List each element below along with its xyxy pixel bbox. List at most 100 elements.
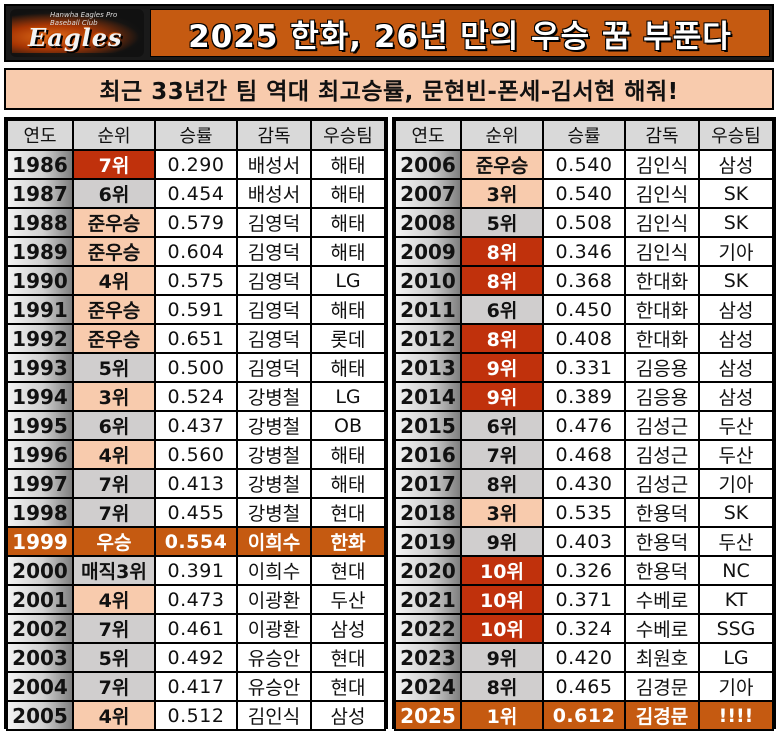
year-cell: 2010 [396,267,460,294]
rank-cell: 3위 [74,383,154,410]
year-cell: 2007 [396,180,460,207]
flame-graphic [12,13,140,53]
win-pct-cell: 0.437 [156,412,236,439]
year-cell: 1993 [8,354,72,381]
rank-cell: 8위 [462,267,542,294]
table-row: 2005 4위 0.512 김인식 삼성 [8,702,384,729]
table-row: 2006 준우승 0.540 김인식 삼성 [396,151,772,178]
year-cell: 1987 [8,180,72,207]
rank-cell: 6위 [74,412,154,439]
rank-cell: 9위 [462,528,542,555]
table-row: 2023 9위 0.420 최원호 LG [396,644,772,671]
champion-cell: 두산 [700,441,772,468]
champion-cell: 기아 [700,673,772,700]
rank-cell: 8위 [462,238,542,265]
manager-cell: 김경문 [626,673,698,700]
year-cell: 2009 [396,238,460,265]
rank-cell: 7위 [74,470,154,497]
rank-cell: 5위 [74,644,154,671]
year-cell: 1998 [8,499,72,526]
header-champion: 우승팀 [312,121,384,149]
header-manager: 감독 [238,121,310,149]
year-cell: 2023 [396,644,460,671]
rank-cell: 7위 [74,151,154,178]
rank-cell: 3위 [462,180,542,207]
manager-cell: 이희수 [238,528,310,555]
table-row: 2021 10위 0.371 수베로 KT [396,586,772,613]
champion-cell: 해태 [312,441,384,468]
year-cell: 2017 [396,470,460,497]
year-cell: 2022 [396,615,460,642]
champion-cell: 현대 [312,644,384,671]
champion-cell: LG [700,644,772,671]
champion-cell: 현대 [312,673,384,700]
manager-cell: 수베로 [626,615,698,642]
year-cell: 1997 [8,470,72,497]
champion-cell: OB [312,412,384,439]
manager-cell: 김영덕 [238,209,310,236]
win-pct-cell: 0.391 [156,557,236,584]
stats-table: 연도 순위 승률 감독 우승팀 1986 7위 0.290 배성서 해태 1987 6위 0.… [6,119,386,731]
header-win-pct: 승률 [544,121,624,149]
champion-cell: 해태 [312,296,384,323]
year-cell: 2019 [396,528,460,555]
manager-cell: 김영덕 [238,267,310,294]
rank-cell: 4위 [74,267,154,294]
manager-cell: 한대화 [626,267,698,294]
champion-cell: 두산 [700,528,772,555]
win-pct-cell: 0.604 [156,238,236,265]
year-cell: 1994 [8,383,72,410]
win-pct-cell: 0.540 [544,180,624,207]
win-pct-cell: 0.575 [156,267,236,294]
rank-cell: 매직3위 [74,557,154,584]
win-pct-cell: 0.420 [544,644,624,671]
year-cell: 2018 [396,499,460,526]
win-pct-cell: 0.492 [156,644,236,671]
rank-cell: 1위 [462,702,542,729]
win-pct-cell: 0.454 [156,180,236,207]
rank-cell: 준우승 [74,238,154,265]
rank-cell: 10위 [462,615,542,642]
manager-cell: 김인식 [626,209,698,236]
table-row: 1997 7위 0.413 강병철 해태 [8,470,384,497]
rank-cell: 8위 [462,470,542,497]
champion-cell: NC [700,557,772,584]
year-cell: 1989 [8,238,72,265]
year-cell: 2014 [396,383,460,410]
manager-cell: 김인식 [626,180,698,207]
win-pct-cell: 0.461 [156,615,236,642]
manager-cell: 김영덕 [238,238,310,265]
rank-cell: 10위 [462,586,542,613]
manager-cell: 이광환 [238,586,310,613]
champion-cell: 해태 [312,238,384,265]
table-row: 1993 5위 0.500 김영덕 해태 [8,354,384,381]
year-cell: 2001 [8,586,72,613]
rank-cell: 8위 [462,325,542,352]
year-cell: 1990 [8,267,72,294]
manager-cell: 유승안 [238,673,310,700]
table-row: 1991 준우승 0.591 김영덕 해태 [8,296,384,323]
rank-cell: 7위 [462,441,542,468]
manager-cell: 김인식 [626,151,698,178]
rank-cell: 준우승 [74,209,154,236]
manager-cell: 강병철 [238,383,310,410]
year-cell: 2002 [8,615,72,642]
table-row: 2016 7위 0.468 김성근 두산 [396,441,772,468]
win-pct-cell: 0.455 [156,499,236,526]
table-row: 1998 7위 0.455 강병철 현대 [8,499,384,526]
stats-table: 연도 순위 승률 감독 우승팀 2006 준우승 0.540 김인식 삼성 2007 3위 0… [394,119,774,731]
table-row: 2009 8위 0.346 김인식 기아 [396,238,772,265]
year-cell: 2024 [396,673,460,700]
champion-cell: 해태 [312,470,384,497]
table-row: 2020 10위 0.326 한용덕 NC [396,557,772,584]
table-header-row: 연도 순위 승률 감독 우승팀 [396,121,772,149]
year-cell: 2000 [8,557,72,584]
manager-cell: 수베로 [626,586,698,613]
rank-cell: 준우승 [462,151,542,178]
manager-cell: 유승안 [238,644,310,671]
rank-cell: 5위 [74,354,154,381]
table-row: 1989 준우승 0.604 김영덕 해태 [8,238,384,265]
rank-cell: 5위 [462,209,542,236]
champion-cell: SSG [700,615,772,642]
rank-cell: 준우승 [74,296,154,323]
